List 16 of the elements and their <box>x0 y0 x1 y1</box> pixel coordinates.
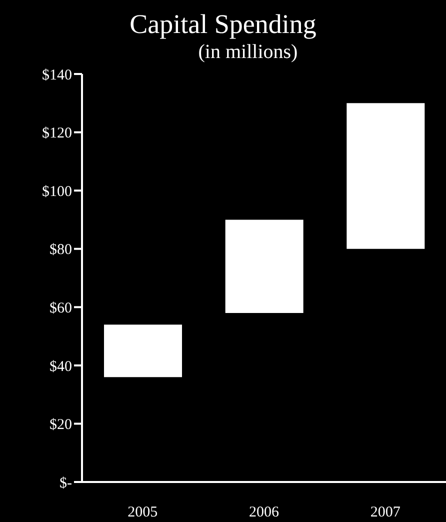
y-tick-label: $- <box>60 475 72 492</box>
bar <box>225 220 304 313</box>
y-tick-label: $120 <box>42 126 72 142</box>
y-tick-label: $40 <box>50 358 72 375</box>
x-tick-label: 2006 <box>249 504 280 521</box>
x-tick-label: 2007 <box>370 504 401 521</box>
y-tick-label: $140 <box>42 67 72 84</box>
chart-subtitle: (in millions) <box>197 40 299 64</box>
chart-title: Capital Spending <box>128 8 318 40</box>
bar <box>104 324 182 378</box>
x-tick-label: 2005 <box>128 504 158 521</box>
y-tick-label: $100 <box>42 184 72 200</box>
y-tick-label: $60 <box>50 300 72 316</box>
y-tick-label: $80 <box>50 242 72 258</box>
bar <box>346 103 425 249</box>
y-tick-label: $20 <box>50 417 72 434</box>
